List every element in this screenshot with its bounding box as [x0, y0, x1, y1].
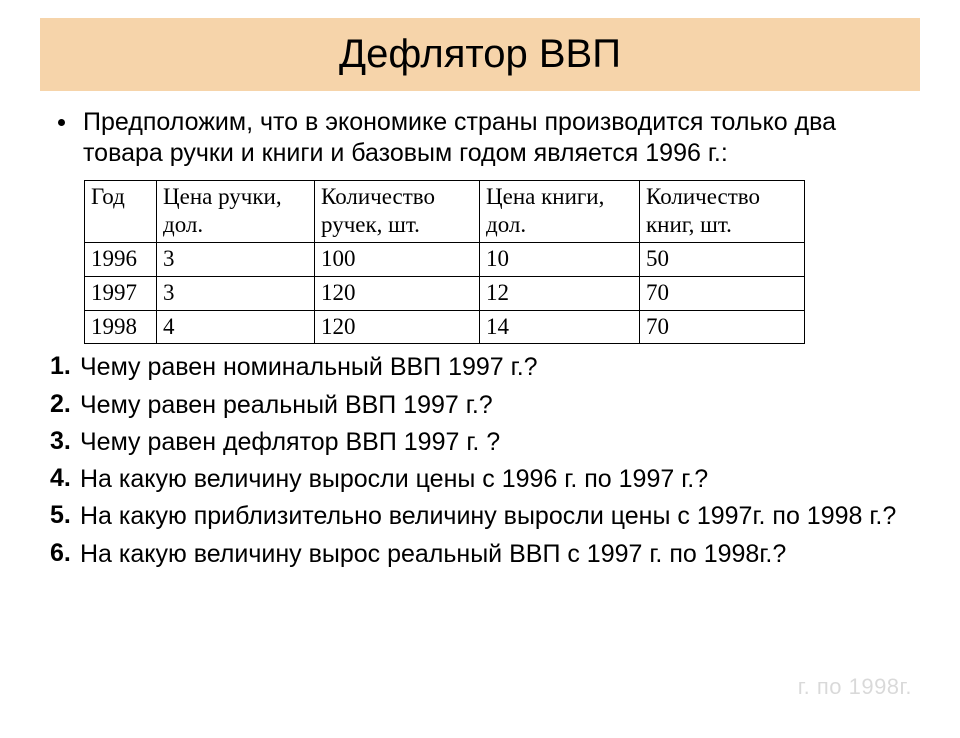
questions-list: 1. Чему равен номинальный ВВП 1997 г.? 2… — [50, 352, 910, 570]
question-text: На какую приблизительно величину выросли… — [80, 501, 896, 532]
cell: 14 — [480, 310, 640, 344]
cell: 120 — [315, 276, 480, 310]
table-row: 1997 3 120 12 70 — [85, 276, 805, 310]
bullet-icon — [58, 119, 65, 126]
col-header-pen-price: Цена ручки, дол. — [157, 180, 315, 243]
cell: 70 — [640, 276, 805, 310]
cell: 1998 — [85, 310, 157, 344]
col-header-book-price: Цена книги, дол. — [480, 180, 640, 243]
question-number: 4. — [50, 464, 78, 493]
question-item: 3. Чему равен дефлятор ВВП 1997 г. ? — [50, 427, 910, 458]
question-number: 1. — [50, 352, 78, 381]
question-text: На какую величину вырос реальный ВВП с 1… — [80, 539, 786, 570]
question-item: 2. Чему равен реальный ВВП 1997 г.? — [50, 390, 910, 421]
cell: 3 — [157, 276, 315, 310]
title-bar: Дефлятор ВВП — [40, 18, 920, 91]
slide-title: Дефлятор ВВП — [40, 32, 920, 77]
question-item: 4. На какую величину выросли цены с 1996… — [50, 464, 910, 495]
cell: 70 — [640, 310, 805, 344]
cell: 1996 — [85, 243, 157, 277]
cell: 3 — [157, 243, 315, 277]
cell: 50 — [640, 243, 805, 277]
question-item: 1. Чему равен номинальный ВВП 1997 г.? — [50, 352, 910, 383]
question-number: 6. — [50, 539, 78, 568]
question-item: 6. На какую величину вырос реальный ВВП … — [50, 539, 910, 570]
cell: 10 — [480, 243, 640, 277]
col-header-book-qty: Количество книг, шт. — [640, 180, 805, 243]
intro-paragraph: Предположим, что в экономике страны прои… — [50, 107, 910, 170]
data-table: Год Цена ручки, дол. Количество ручек, ш… — [84, 180, 805, 345]
slide-content: Предположим, что в экономике страны прои… — [0, 91, 960, 570]
cell: 4 — [157, 310, 315, 344]
question-item: 5. На какую приблизительно величину выро… — [50, 501, 910, 532]
question-number: 2. — [50, 390, 78, 419]
intro-text: Предположим, что в экономике страны прои… — [83, 107, 910, 170]
question-number: 5. — [50, 501, 78, 530]
question-text: Чему равен реальный ВВП 1997 г.? — [80, 390, 493, 421]
data-table-wrap: Год Цена ручки, дол. Количество ручек, ш… — [84, 180, 910, 345]
cell: 120 — [315, 310, 480, 344]
col-header-pen-qty: Количество ручек, шт. — [315, 180, 480, 243]
watermark-text: г. по 1998г. — [798, 674, 912, 700]
question-text: Чему равен номинальный ВВП 1997 г.? — [80, 352, 538, 383]
table-row: 1996 3 100 10 50 — [85, 243, 805, 277]
question-text: Чему равен дефлятор ВВП 1997 г. ? — [80, 427, 500, 458]
cell: 100 — [315, 243, 480, 277]
cell: 1997 — [85, 276, 157, 310]
cell: 12 — [480, 276, 640, 310]
question-text: На какую величину выросли цены с 1996 г.… — [80, 464, 708, 495]
question-number: 3. — [50, 427, 78, 456]
table-header-row: Год Цена ручки, дол. Количество ручек, ш… — [85, 180, 805, 243]
col-header-year: Год — [85, 180, 157, 243]
table-row: 1998 4 120 14 70 — [85, 310, 805, 344]
